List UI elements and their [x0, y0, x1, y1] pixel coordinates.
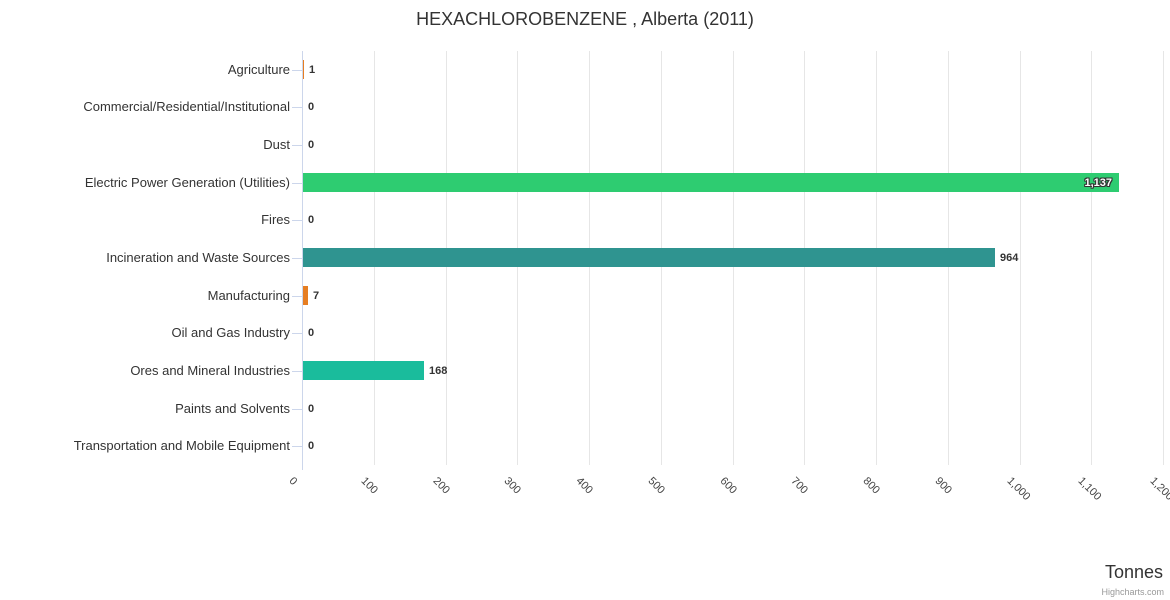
- value-label: 0: [308, 214, 315, 226]
- category-tick: [292, 371, 302, 372]
- category-tick: [292, 145, 302, 146]
- value-axis-tick-label: 600: [717, 475, 739, 497]
- bar[interactable]: [303, 60, 304, 79]
- category-tick: [292, 70, 302, 71]
- category-axis-line: [302, 51, 303, 470]
- value-axis-tick-label: 500: [645, 475, 667, 497]
- gridline: [1163, 51, 1164, 465]
- bar[interactable]: [303, 286, 308, 305]
- category-label: Manufacturing: [207, 288, 290, 303]
- category-label: Electric Power Generation (Utilities): [84, 175, 290, 190]
- value-axis-tick-label: 0: [286, 475, 300, 488]
- value-axis-tick-label: 1,000: [1004, 475, 1033, 503]
- value-axis-tick-label: 1,200: [1147, 475, 1170, 503]
- category-label: Paints and Solvents: [175, 401, 290, 416]
- value-axis-tick-label: 300: [501, 475, 523, 497]
- value-label: 1,137: [1084, 177, 1112, 189]
- category-tick: [292, 258, 302, 259]
- category-tick: [292, 220, 302, 221]
- value-label: 0: [308, 440, 315, 452]
- plot-area: 1 0 0 1,137 0 964 7 0 168 0 0: [292, 51, 1164, 470]
- category-label: Transportation and Mobile Equipment: [73, 438, 290, 453]
- gridline: [1091, 51, 1092, 465]
- highcharts-credit-link[interactable]: Highcharts.com: [1101, 587, 1164, 597]
- category-label: Agriculture: [227, 62, 290, 77]
- category-tick: [292, 296, 302, 297]
- category-label: Ores and Mineral Industries: [130, 363, 290, 378]
- bar[interactable]: [303, 248, 995, 267]
- value-axis-tick-label: 400: [573, 475, 595, 497]
- value-label: 7: [313, 290, 320, 302]
- category-tick: [292, 446, 302, 447]
- value-label: 964: [1000, 252, 1019, 264]
- value-label: 168: [429, 365, 448, 377]
- value-label: 0: [308, 101, 315, 113]
- bar[interactable]: [303, 173, 1119, 192]
- value-axis-tick-label: 100: [358, 475, 380, 497]
- gridline: [1020, 51, 1021, 465]
- bar[interactable]: [303, 361, 424, 380]
- category-label: Incineration and Waste Sources: [106, 250, 290, 265]
- value-label: 1: [309, 64, 316, 76]
- category-label: Dust: [263, 137, 290, 152]
- category-tick: [292, 333, 302, 334]
- value-axis-tick-label: 800: [860, 475, 882, 497]
- chart-title: HEXACHLOROBENZENE , Alberta (2011): [416, 9, 754, 29]
- category-tick: [292, 409, 302, 410]
- category-tick: [292, 107, 302, 108]
- category-label: Commercial/Residential/Institutional: [83, 99, 290, 114]
- category-tick: [292, 183, 302, 184]
- value-axis-tick-label: 900: [932, 475, 954, 497]
- value-axis-tick-label: 700: [788, 475, 810, 497]
- value-axis-tick-label: 200: [430, 475, 452, 497]
- category-label: Fires: [261, 212, 290, 227]
- value-axis-tick-label: 1,100: [1075, 475, 1104, 503]
- category-label: Oil and Gas Industry: [171, 325, 291, 340]
- value-label: 0: [308, 327, 315, 339]
- value-axis-title: Tonnes: [1104, 562, 1163, 582]
- value-label: 0: [308, 403, 315, 415]
- value-label: 0: [308, 139, 315, 151]
